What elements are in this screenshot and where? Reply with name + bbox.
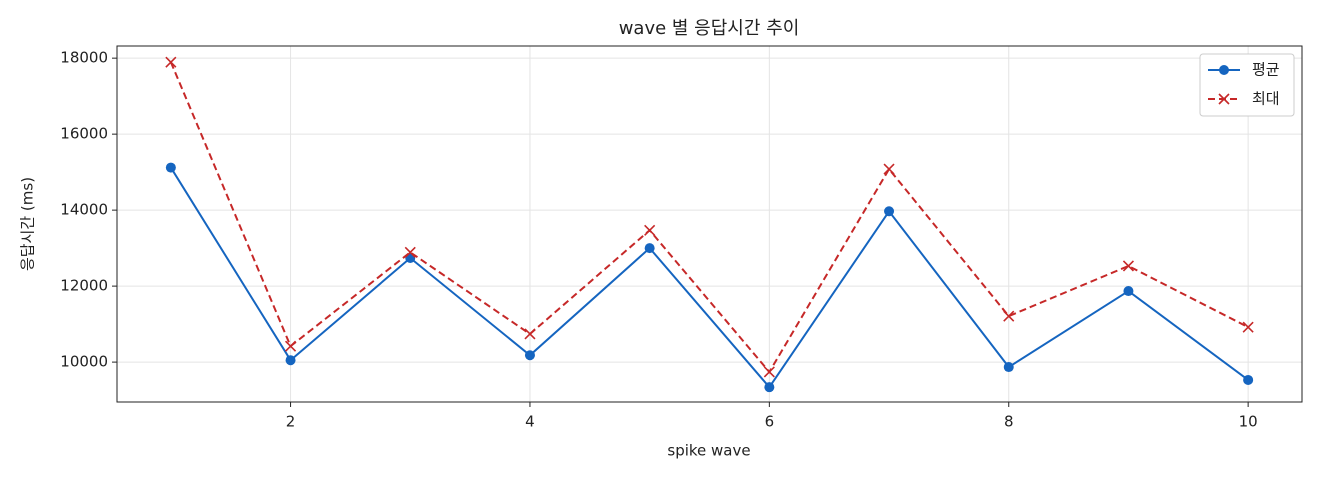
marker bbox=[644, 224, 656, 236]
marker bbox=[763, 366, 775, 378]
x-tick-label: 8 bbox=[1004, 413, 1014, 431]
legend-marker bbox=[1218, 93, 1230, 105]
marker bbox=[1243, 374, 1254, 385]
chart-title: wave 별 응답시간 추이 bbox=[619, 18, 800, 39]
marker bbox=[1003, 362, 1014, 373]
marker bbox=[883, 163, 895, 175]
marker bbox=[644, 243, 655, 254]
marker bbox=[884, 206, 895, 217]
marker bbox=[1123, 286, 1134, 297]
x-tick-label: 4 bbox=[525, 413, 535, 431]
marker bbox=[1122, 260, 1135, 272]
y-tick-label: 18000 bbox=[60, 49, 108, 67]
series-line bbox=[170, 167, 1249, 389]
plot-frame bbox=[116, 45, 1303, 403]
y-axis-label: 응답시간 (ms) bbox=[19, 177, 37, 271]
marker bbox=[1003, 310, 1015, 322]
legend-box bbox=[1199, 53, 1295, 117]
marker bbox=[285, 355, 296, 366]
legend-label: 평균 bbox=[1252, 61, 1280, 79]
marker bbox=[165, 56, 177, 68]
marker bbox=[524, 328, 536, 340]
marker bbox=[524, 350, 535, 361]
y-tick-label: 12000 bbox=[60, 277, 108, 295]
marker bbox=[284, 340, 297, 352]
y-tick-label: 10000 bbox=[60, 353, 108, 371]
legend-label: 최대 bbox=[1252, 90, 1280, 108]
marker bbox=[165, 162, 176, 173]
y-tick-label: 14000 bbox=[60, 201, 108, 219]
marker bbox=[1242, 321, 1254, 333]
x-tick-label: 6 bbox=[765, 413, 775, 431]
marker bbox=[764, 382, 775, 393]
marker bbox=[404, 246, 416, 258]
legend-marker bbox=[1219, 65, 1229, 75]
x-tick-label: 10 bbox=[1239, 413, 1258, 431]
y-tick-label: 16000 bbox=[60, 125, 108, 143]
x-axis-label: spike wave bbox=[667, 442, 750, 460]
x-tick-label: 2 bbox=[286, 413, 296, 431]
